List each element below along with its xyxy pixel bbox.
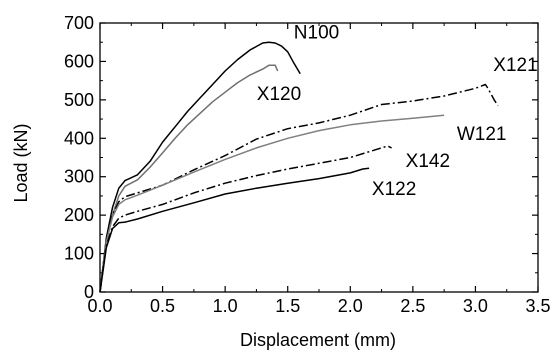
plot-frame [99, 22, 539, 293]
y-tick-label: 400 [64, 128, 94, 148]
series-lines [99, 41, 499, 293]
y-tick-label: 300 [64, 167, 94, 187]
x-tick-label: 0.0 [87, 296, 112, 316]
y-tick-label: 700 [64, 13, 94, 33]
series-label-x120: X120 [257, 84, 301, 105]
series-label-n100: N100 [294, 22, 339, 43]
y-tick-label: 500 [64, 90, 94, 110]
series-labels: N100 X120 X121 W121 X142 X122 [257, 22, 538, 200]
x-tick-label: 2.0 [338, 296, 363, 316]
x-tick-label: 1.0 [213, 296, 238, 316]
y-tick-label: 600 [64, 51, 94, 71]
series-label-x142: X142 [406, 151, 450, 172]
series-line-x122 [99, 167, 370, 293]
series-line-x142 [99, 145, 392, 293]
y-tick-label: 0 [84, 282, 94, 302]
x-tick-label: 1.5 [275, 296, 300, 316]
series-line-x121 [99, 83, 499, 293]
x-axis-title: Displacement (mm) [240, 330, 396, 350]
series-line-w121 [99, 114, 445, 293]
x-tick-label: 2.5 [400, 296, 425, 316]
series-line-n100 [99, 41, 301, 293]
series-line-x120 [99, 64, 279, 293]
series-label-x121: X121 [493, 55, 537, 76]
x-tick-label: 3.0 [463, 296, 488, 316]
x-tick-label: 0.5 [150, 296, 175, 316]
y-axis-title: Load (kN) [11, 123, 31, 202]
x-tick-label: 3.5 [525, 296, 550, 316]
axes: 0.0 0.5 1.0 1.5 2.0 2.5 3.0 3.5 0 100 200 300 400 500… [64, 13, 551, 316]
series-label-w121: W121 [457, 124, 507, 145]
y-tick-label: 100 [64, 244, 94, 264]
y-tick-label: 200 [64, 205, 94, 225]
series-label-x122: X122 [372, 179, 416, 200]
